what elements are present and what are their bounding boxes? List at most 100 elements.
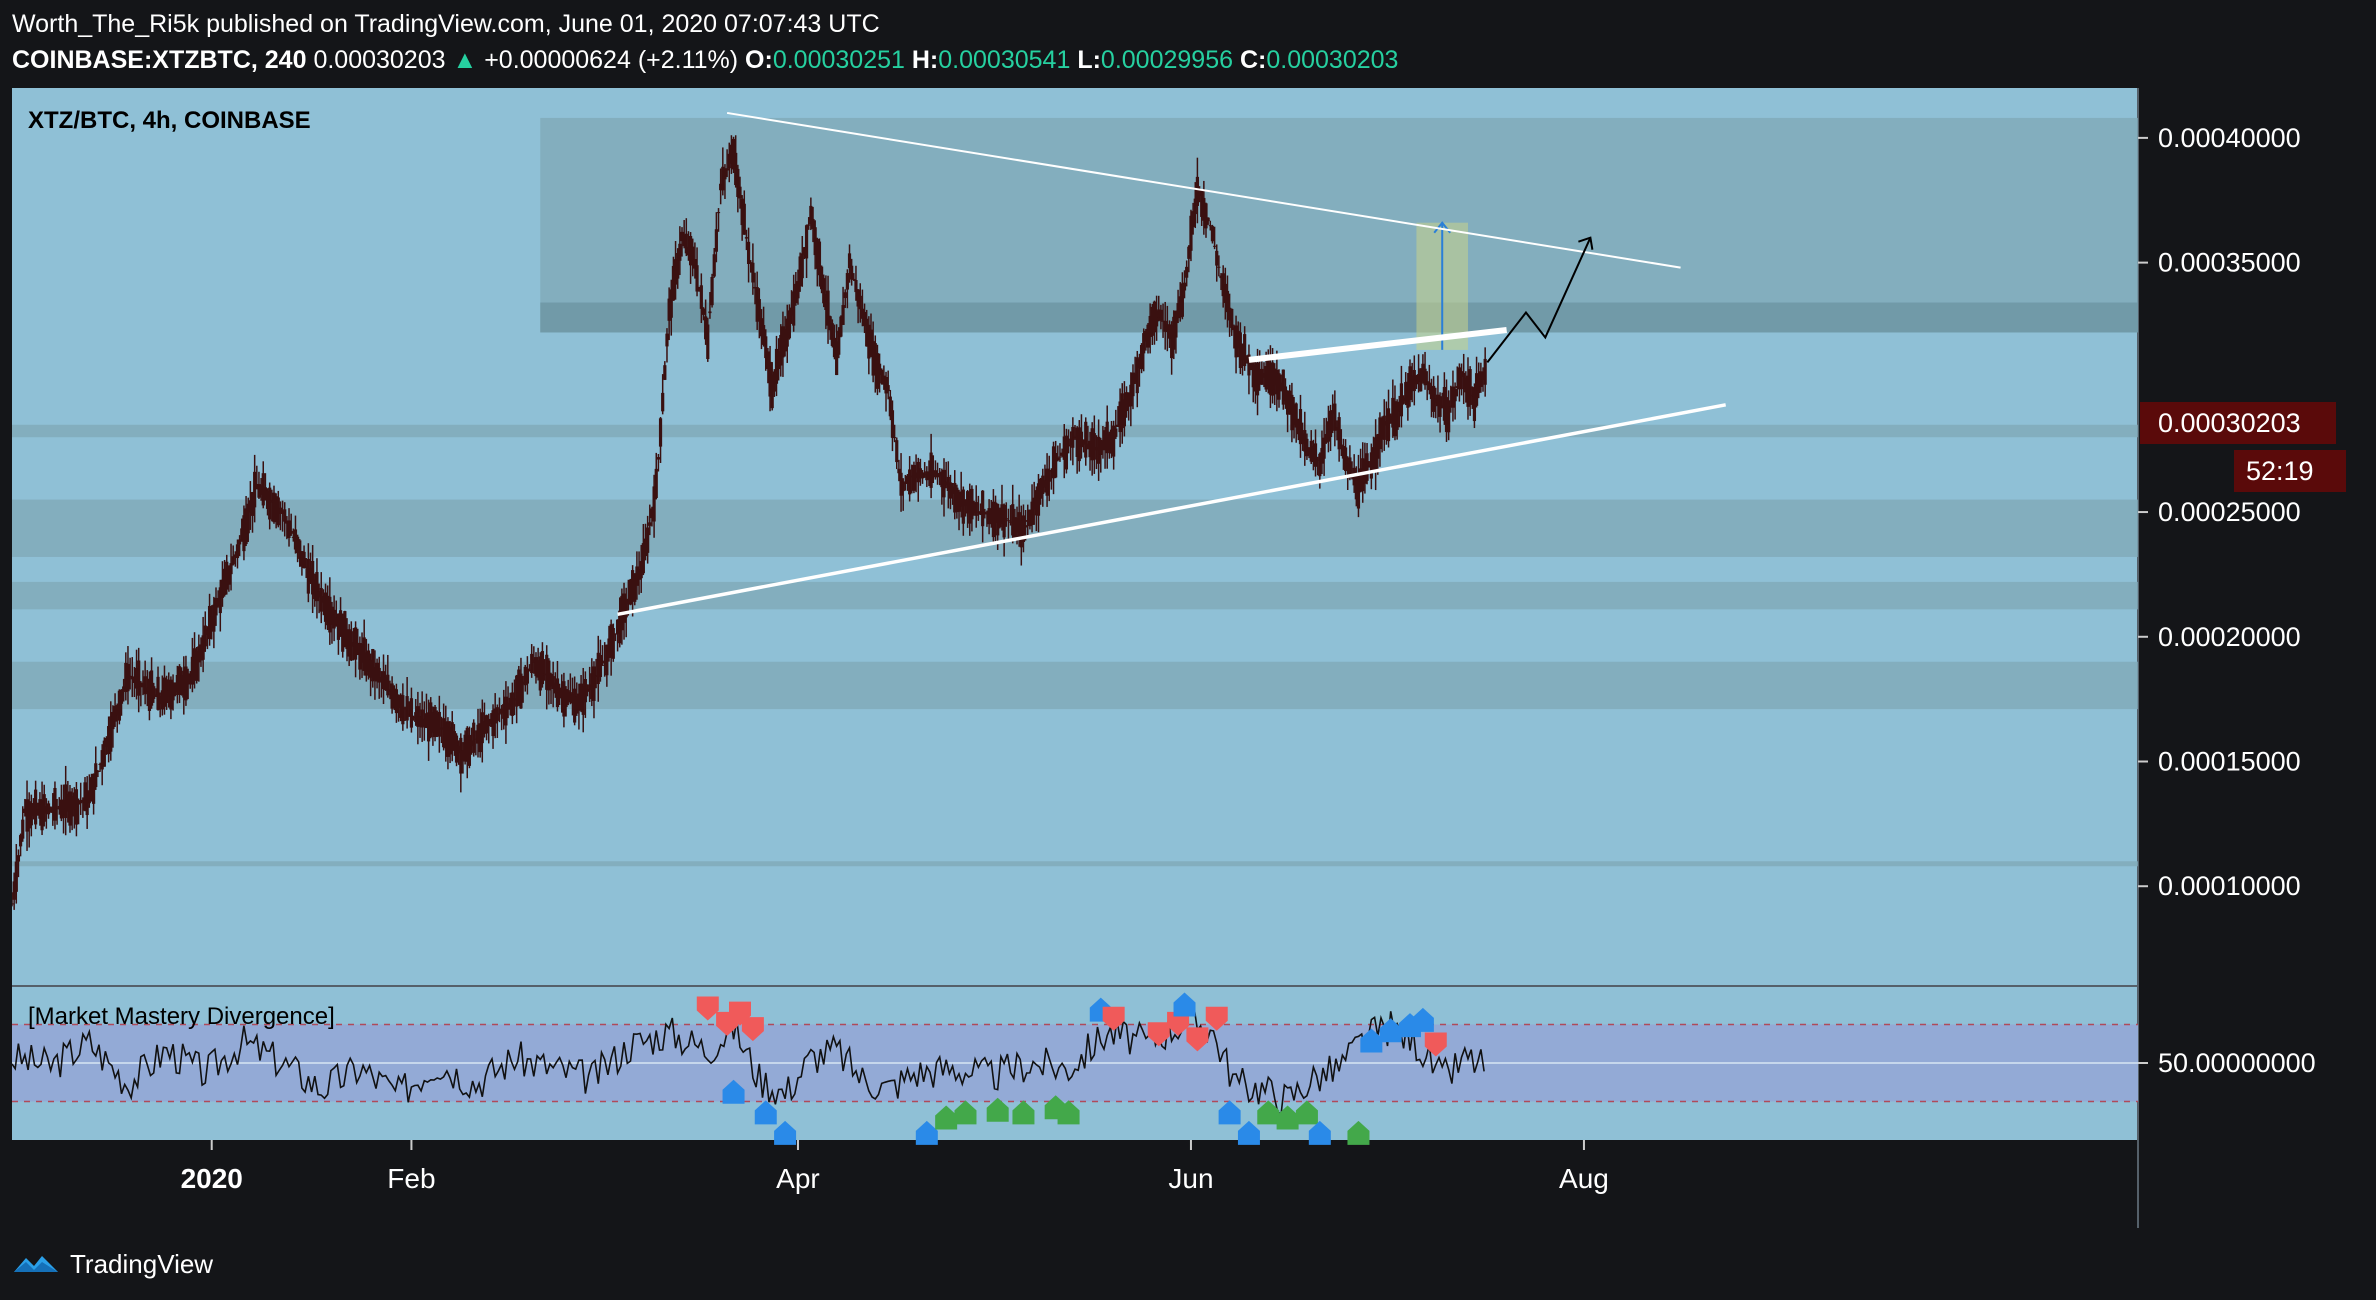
candle-body (1253, 364, 1257, 392)
candle-body (577, 693, 581, 711)
candle-body (330, 606, 334, 625)
candle-body (85, 790, 89, 816)
price-zone (12, 861, 2138, 867)
candle-body (326, 595, 330, 626)
candle-body (409, 698, 414, 728)
projection-arrow-icon (1578, 236, 1594, 250)
y-tick-label: 0.00015000 (2158, 747, 2301, 777)
candle-body (592, 666, 596, 702)
candle-body (1187, 246, 1191, 259)
candle-body (233, 554, 237, 558)
candle-body (929, 452, 933, 488)
candle-body (1318, 453, 1322, 477)
candle-body (154, 694, 158, 697)
tradingview-logo-icon[interactable] (12, 1250, 60, 1278)
candle-body (1051, 446, 1056, 479)
candle-body (493, 708, 497, 724)
candle-body (364, 652, 368, 676)
candle-body (145, 687, 149, 692)
candle-body (386, 674, 390, 696)
candle-body (633, 573, 637, 602)
candle-body (1081, 439, 1086, 445)
candle-body (274, 496, 278, 522)
candle-body (1451, 386, 1455, 408)
candle-body (1049, 469, 1053, 472)
candle-body (888, 396, 892, 417)
y-tick-label: 0.00020000 (2158, 622, 2301, 652)
drawing-annotations[interactable] (617, 111, 1727, 617)
candle-body (276, 497, 280, 526)
projection-path (1486, 237, 1592, 364)
candle-body (23, 808, 27, 814)
candle-body (1384, 420, 1388, 426)
candle-body (905, 475, 910, 484)
candle-body (427, 712, 431, 742)
candle-body (341, 617, 345, 652)
candle-body (523, 666, 527, 686)
indicator-line (11, 1006, 1485, 1114)
candle-body (727, 153, 731, 169)
divergence-markers (696, 992, 1447, 1145)
x-axis-ticks: 2020 Feb Apr Jun Aug (181, 1140, 1609, 1194)
candle-body (1189, 215, 1193, 251)
candle-body (171, 682, 175, 701)
candle-body (255, 483, 259, 490)
candle-body (1174, 310, 1178, 338)
candle-body (895, 440, 899, 463)
candle-body (1015, 518, 1019, 533)
candle-body (1320, 447, 1324, 464)
candle-body (697, 287, 701, 289)
candle-body (1155, 310, 1159, 327)
candle-body (366, 650, 371, 672)
candle-body (1404, 382, 1408, 404)
support-trendline (617, 403, 1727, 617)
candle-body (83, 782, 87, 811)
candle-body (263, 487, 268, 501)
candle-body (1376, 434, 1380, 459)
candle-body (1197, 190, 1202, 196)
candle-body (618, 610, 622, 644)
candle-body (482, 721, 487, 734)
candle-body (1483, 358, 1487, 385)
candle-body (70, 795, 74, 817)
candle-body (431, 712, 435, 733)
last-price: 0.00030203 (313, 46, 446, 74)
brand-name[interactable]: TradingView (70, 1248, 214, 1279)
candle-body (1427, 382, 1431, 391)
price-chart-svg[interactable]: 0.00040000 0.00035000 0.00025000 0.00020000… (10, 88, 2352, 1228)
candle-body (1421, 363, 1425, 382)
candle-body (1275, 369, 1279, 395)
candle-body (1101, 440, 1105, 451)
candle-body (459, 737, 463, 774)
candle-body (220, 579, 225, 598)
candle-body (450, 722, 454, 751)
candle-body (867, 324, 871, 359)
last-price-tag (2140, 402, 2336, 444)
candle-body (1479, 371, 1483, 387)
candle-body (1279, 382, 1283, 391)
candle-body (31, 803, 36, 817)
candle-body (1000, 504, 1004, 525)
candle-body (351, 642, 356, 647)
candle-body (100, 750, 104, 770)
candle-body (663, 365, 667, 380)
candle-body (238, 539, 242, 545)
candle-body (822, 278, 826, 304)
bearish-marker-icon (1102, 1006, 1125, 1031)
candle-body (1245, 356, 1249, 361)
candle-body (192, 648, 197, 681)
candle-body (319, 587, 323, 612)
candle-body (935, 473, 940, 478)
candle-body (1294, 403, 1298, 428)
candle-body (699, 285, 703, 309)
candle-body (1268, 362, 1273, 395)
candle-body (515, 675, 519, 707)
candle-body (710, 276, 714, 306)
candle-body (124, 662, 128, 693)
chart-area[interactable]: 0.00040000 0.00035000 0.00025000 0.00020000… (10, 88, 2352, 1228)
candle-body (1395, 401, 1399, 430)
symbol-label[interactable]: COINBASE:XTZBTC, 240 (12, 46, 307, 74)
candle-body (839, 316, 843, 337)
candle-body (1036, 483, 1041, 516)
candle-body (1075, 427, 1079, 457)
